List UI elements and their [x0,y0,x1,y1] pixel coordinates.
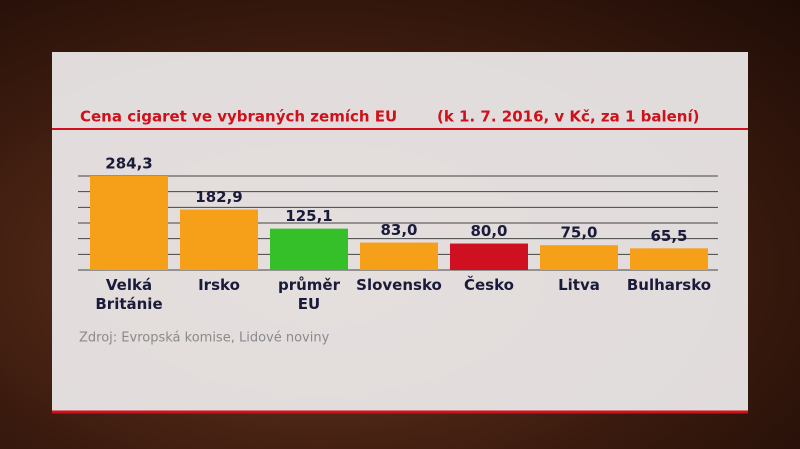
value-label: 80,0 [470,222,507,240]
value-label: 75,0 [560,224,597,242]
bar [540,245,618,270]
value-label: 284,3 [105,155,152,173]
value-label: 182,9 [195,188,242,206]
source: Zdroj: Evropská komise, Lidové noviny [79,331,330,346]
x-tick-label: Slovensko [356,276,442,294]
chart-subtitle: (k 1. 7. 2016, v Kč, za 1 balení) [437,108,699,126]
x-tick-label: Velká Británie [95,276,163,313]
bar [630,248,708,270]
bar [450,243,528,270]
x-tick-label: Litva [558,276,600,294]
bar [180,209,258,270]
value-label: 125,1 [285,207,332,225]
x-tick-label: Bulharsko [626,276,712,294]
bar [270,228,348,270]
value-label: 83,0 [380,221,417,239]
value-label: 65,5 [650,227,687,245]
chart-title: Cena cigaret ve vybraných zemích EU [80,108,397,126]
x-tick-label: Irsko [198,276,240,294]
x-tick-label: Česko [464,276,514,294]
bar [360,242,438,270]
x-tick-label: průměr EU [277,276,340,313]
bar [90,176,168,270]
